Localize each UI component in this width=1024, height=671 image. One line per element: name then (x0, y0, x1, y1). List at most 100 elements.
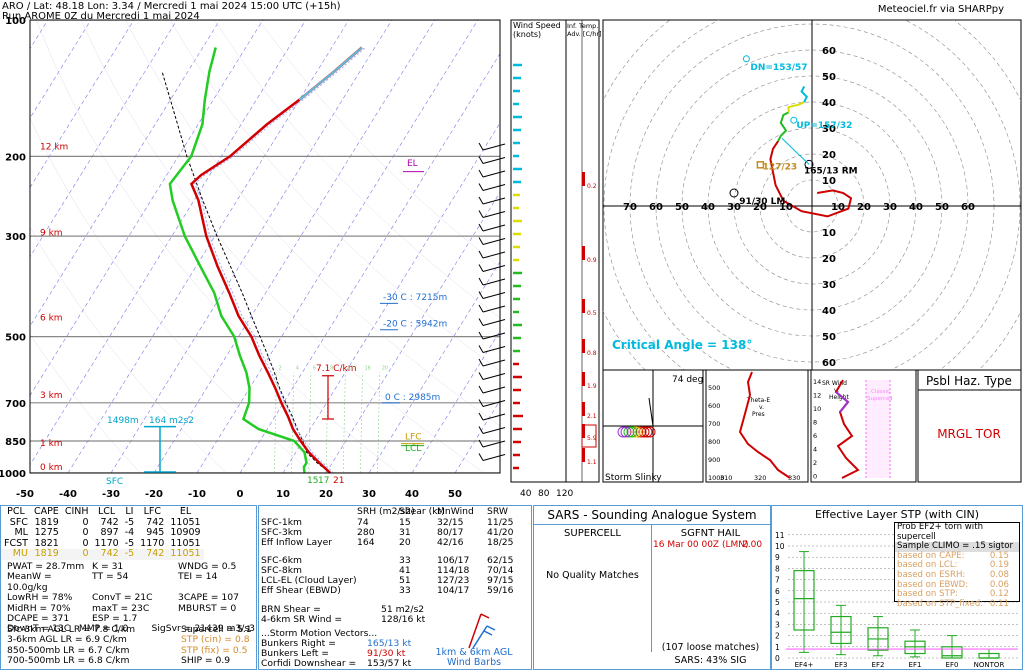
wind-barb (482, 224, 506, 232)
srwind-ytick: 4 (813, 446, 817, 454)
parcel-header-cell: LFC (143, 506, 161, 517)
stp-ytick: 3 (775, 620, 780, 629)
stp-prob-value: 0.12 (989, 589, 1009, 600)
kinematics-cell: 104/17 (437, 585, 470, 596)
lapse-rate: 850-500mb LR = 6.7 C/km (7, 644, 130, 656)
kinematics-cell: SRW (487, 506, 508, 517)
composite-param: STP (cin) = 0.8 (181, 634, 250, 646)
stp-category: EF0 (946, 661, 959, 669)
sfc-mid-value: 17 (318, 476, 329, 486)
kinematics-cell: 51 (399, 575, 411, 586)
pressure-tick-label: 100 (5, 16, 26, 27)
wind-barb (482, 278, 506, 286)
sars-sig: SARS: 43% SIG (674, 655, 747, 666)
kinematics-row: SFC-3km 280 31 80/17 41/20 (259, 528, 531, 538)
wind-barb-flag (478, 223, 484, 232)
temp-adv-bar (582, 372, 585, 386)
wind-barb-flag (478, 358, 484, 367)
wind-barb (482, 305, 506, 313)
isotherm-line (196, 20, 479, 473)
theta-ytick: 800 (708, 438, 720, 446)
motion-label: Corfidi Downshear = (261, 658, 357, 669)
pressure-tick-label: 200 (5, 152, 26, 163)
kinematics-cell: SRH (m2/s2) (357, 506, 415, 517)
kinematics-cell: MnWind (437, 506, 474, 517)
kinematics-cell: SFC-6km (261, 555, 302, 566)
indices-panel: PCL CAPE CINH LCL LI LFC EL SFC 1819 0 742 -5 742 11… (0, 505, 257, 670)
wind-barb (482, 292, 506, 299)
brn-label: 4-6km SR Wind = (261, 614, 343, 625)
parcel-row: SFC 1819 0 742 -5 742 11051 (1, 516, 204, 529)
hodo-ring-label-x: 30 (883, 202, 897, 213)
kinematics-row: SFC-1km 74 15 32/15 11/25 (259, 518, 531, 528)
mixing-ratio-line (342, 372, 346, 473)
parcel-cell: 1170 (140, 537, 165, 549)
isotherm-line (282, 122, 500, 473)
parcel-cell: MU (12, 548, 28, 559)
height-label: 9 km (40, 228, 63, 238)
srwind-ytick: 0 (813, 473, 817, 481)
index-value: MidRH = 70% (7, 602, 71, 614)
motion-title: ...Storm Motion Vectors... (261, 628, 378, 639)
mixing-ratio-label: 6 (313, 366, 316, 372)
isotherm-line (30, 20, 92, 119)
stp-prob-title: Prob EF2+ torn with supercell (897, 522, 984, 542)
sars-match-val: 2.00 (742, 540, 763, 550)
hodo-ring-label-x: 20 (753, 202, 767, 213)
srwind-ytick: 6 (813, 432, 817, 440)
wind-barb-flag (478, 453, 484, 461)
temperature-tick-label: 20 (319, 489, 333, 500)
temp-adv-bar (582, 402, 585, 416)
parcel-cell: 0 (82, 548, 89, 559)
kinematics-cell: 62/15 (487, 555, 514, 566)
srwind-ytick: 10 (813, 405, 821, 413)
hodo-dn-marker (742, 55, 750, 63)
slinky-tilt (648, 397, 654, 427)
isotherm-line (30, 20, 264, 397)
parcel-cell: 742 (146, 516, 165, 528)
index-value: ConvT = 21C (92, 592, 153, 604)
indices-row: PWAT = 28.7mm K = 31 WNDG = 0.5 (7, 561, 255, 572)
parcel-cell: 1819 (34, 548, 59, 559)
sars-hail: SGFNT HAIL (680, 528, 741, 539)
kinematics-cell: 127/23 (437, 575, 470, 586)
index-value: 3CAPE = 107 (178, 592, 239, 604)
stp-category: EF2 (872, 661, 885, 669)
stp-ytick: 4 (775, 609, 780, 618)
theta-trace (738, 371, 791, 479)
hodo-ring-label-x: 60 (961, 202, 975, 213)
stp-prob-row: based on STP_fixed: 0.11 (895, 599, 1019, 610)
wind-barb-flag (478, 156, 484, 164)
index-value: TT = 54 (92, 571, 129, 583)
stp-prob-value: 0.08 (989, 569, 1009, 580)
theta-title-3: Pres (752, 411, 765, 418)
kinematics-cell: 41/20 (487, 527, 514, 538)
kinematics-cell: 70/14 (487, 565, 514, 576)
mixing-ratio-label: 2 (279, 366, 282, 372)
skewt-frame (29, 19, 501, 474)
kinematics-cell: 97/15 (487, 575, 514, 586)
isotherm-line (30, 20, 135, 189)
kinematics-cell: 33 (399, 585, 411, 596)
motion-row: Bunkers Left = 91/30 kt (261, 649, 461, 659)
lapse-rate-label: 7.1 C/km (316, 364, 356, 374)
hodo-ring-label-y: 20 (822, 150, 836, 161)
stp-prob-label: based on LCL: (897, 560, 958, 571)
temp-adv-value: 1.9 (587, 383, 597, 390)
temp-adv-bar (582, 448, 585, 462)
lcl-label: LCL (405, 444, 421, 454)
kinematics-cell: 114/18 (437, 565, 470, 576)
composite-param: STP (fix) = 0.5 (181, 644, 248, 656)
wind-barb (482, 427, 506, 434)
upper-temperature-trace (298, 46, 363, 101)
temp-adv-bar (582, 339, 585, 353)
index-value: DownT = 13C (7, 623, 71, 635)
parcel-cell: ML (14, 527, 28, 538)
slinky-circle (632, 426, 644, 438)
temperature-tick-label: 40 (405, 489, 419, 500)
hodo-ring-label-y: 40 (822, 98, 836, 109)
wind-barb (482, 413, 506, 421)
wind-barb (482, 251, 506, 259)
wind-barb (482, 265, 506, 272)
